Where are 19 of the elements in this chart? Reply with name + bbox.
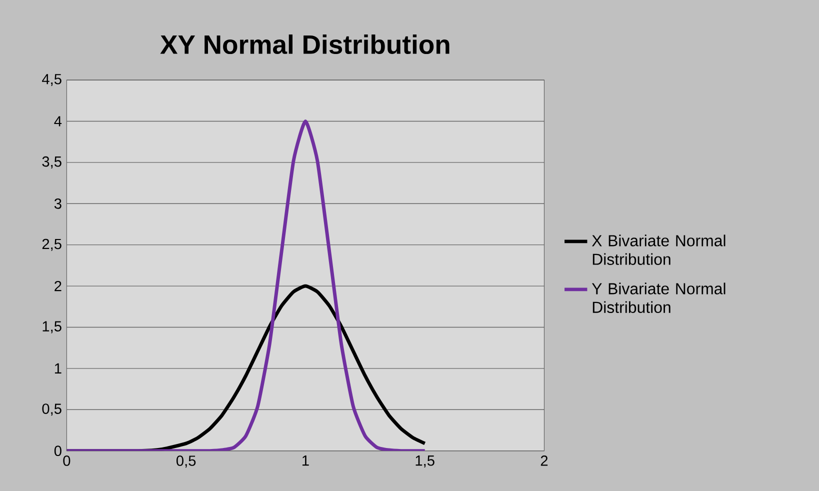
y-tick-label: 2: [54, 281, 62, 292]
legend-label: X Bivariate Normal Distribution: [592, 234, 726, 266]
y-tick-label: 3,5: [42, 156, 62, 169]
y-tick-label: 1,5: [42, 321, 62, 334]
y-tick-label: 2,5: [42, 238, 62, 251]
x-tick-label: 0: [63, 456, 70, 466]
y-tick-label: 0,5: [42, 404, 62, 416]
y-tick-label: 3: [54, 198, 62, 209]
x-tick-label: 2: [540, 456, 548, 466]
x-tick-label: 0,5: [176, 456, 196, 468]
chart-title: XY Normal Distribution: [160, 34, 450, 54]
y-tick-label: 1: [54, 363, 62, 374]
line-series: [66, 120, 427, 451]
y-tick-label: 0: [54, 446, 62, 456]
y-tick-label: 4,5: [42, 74, 62, 86]
legend-label: Y Bivariate Normal Distribution: [592, 282, 726, 314]
x-tick-label: 1: [302, 456, 309, 466]
y-tick-label: 4: [54, 116, 62, 126]
x-tick-label: 1,5: [416, 456, 434, 468]
